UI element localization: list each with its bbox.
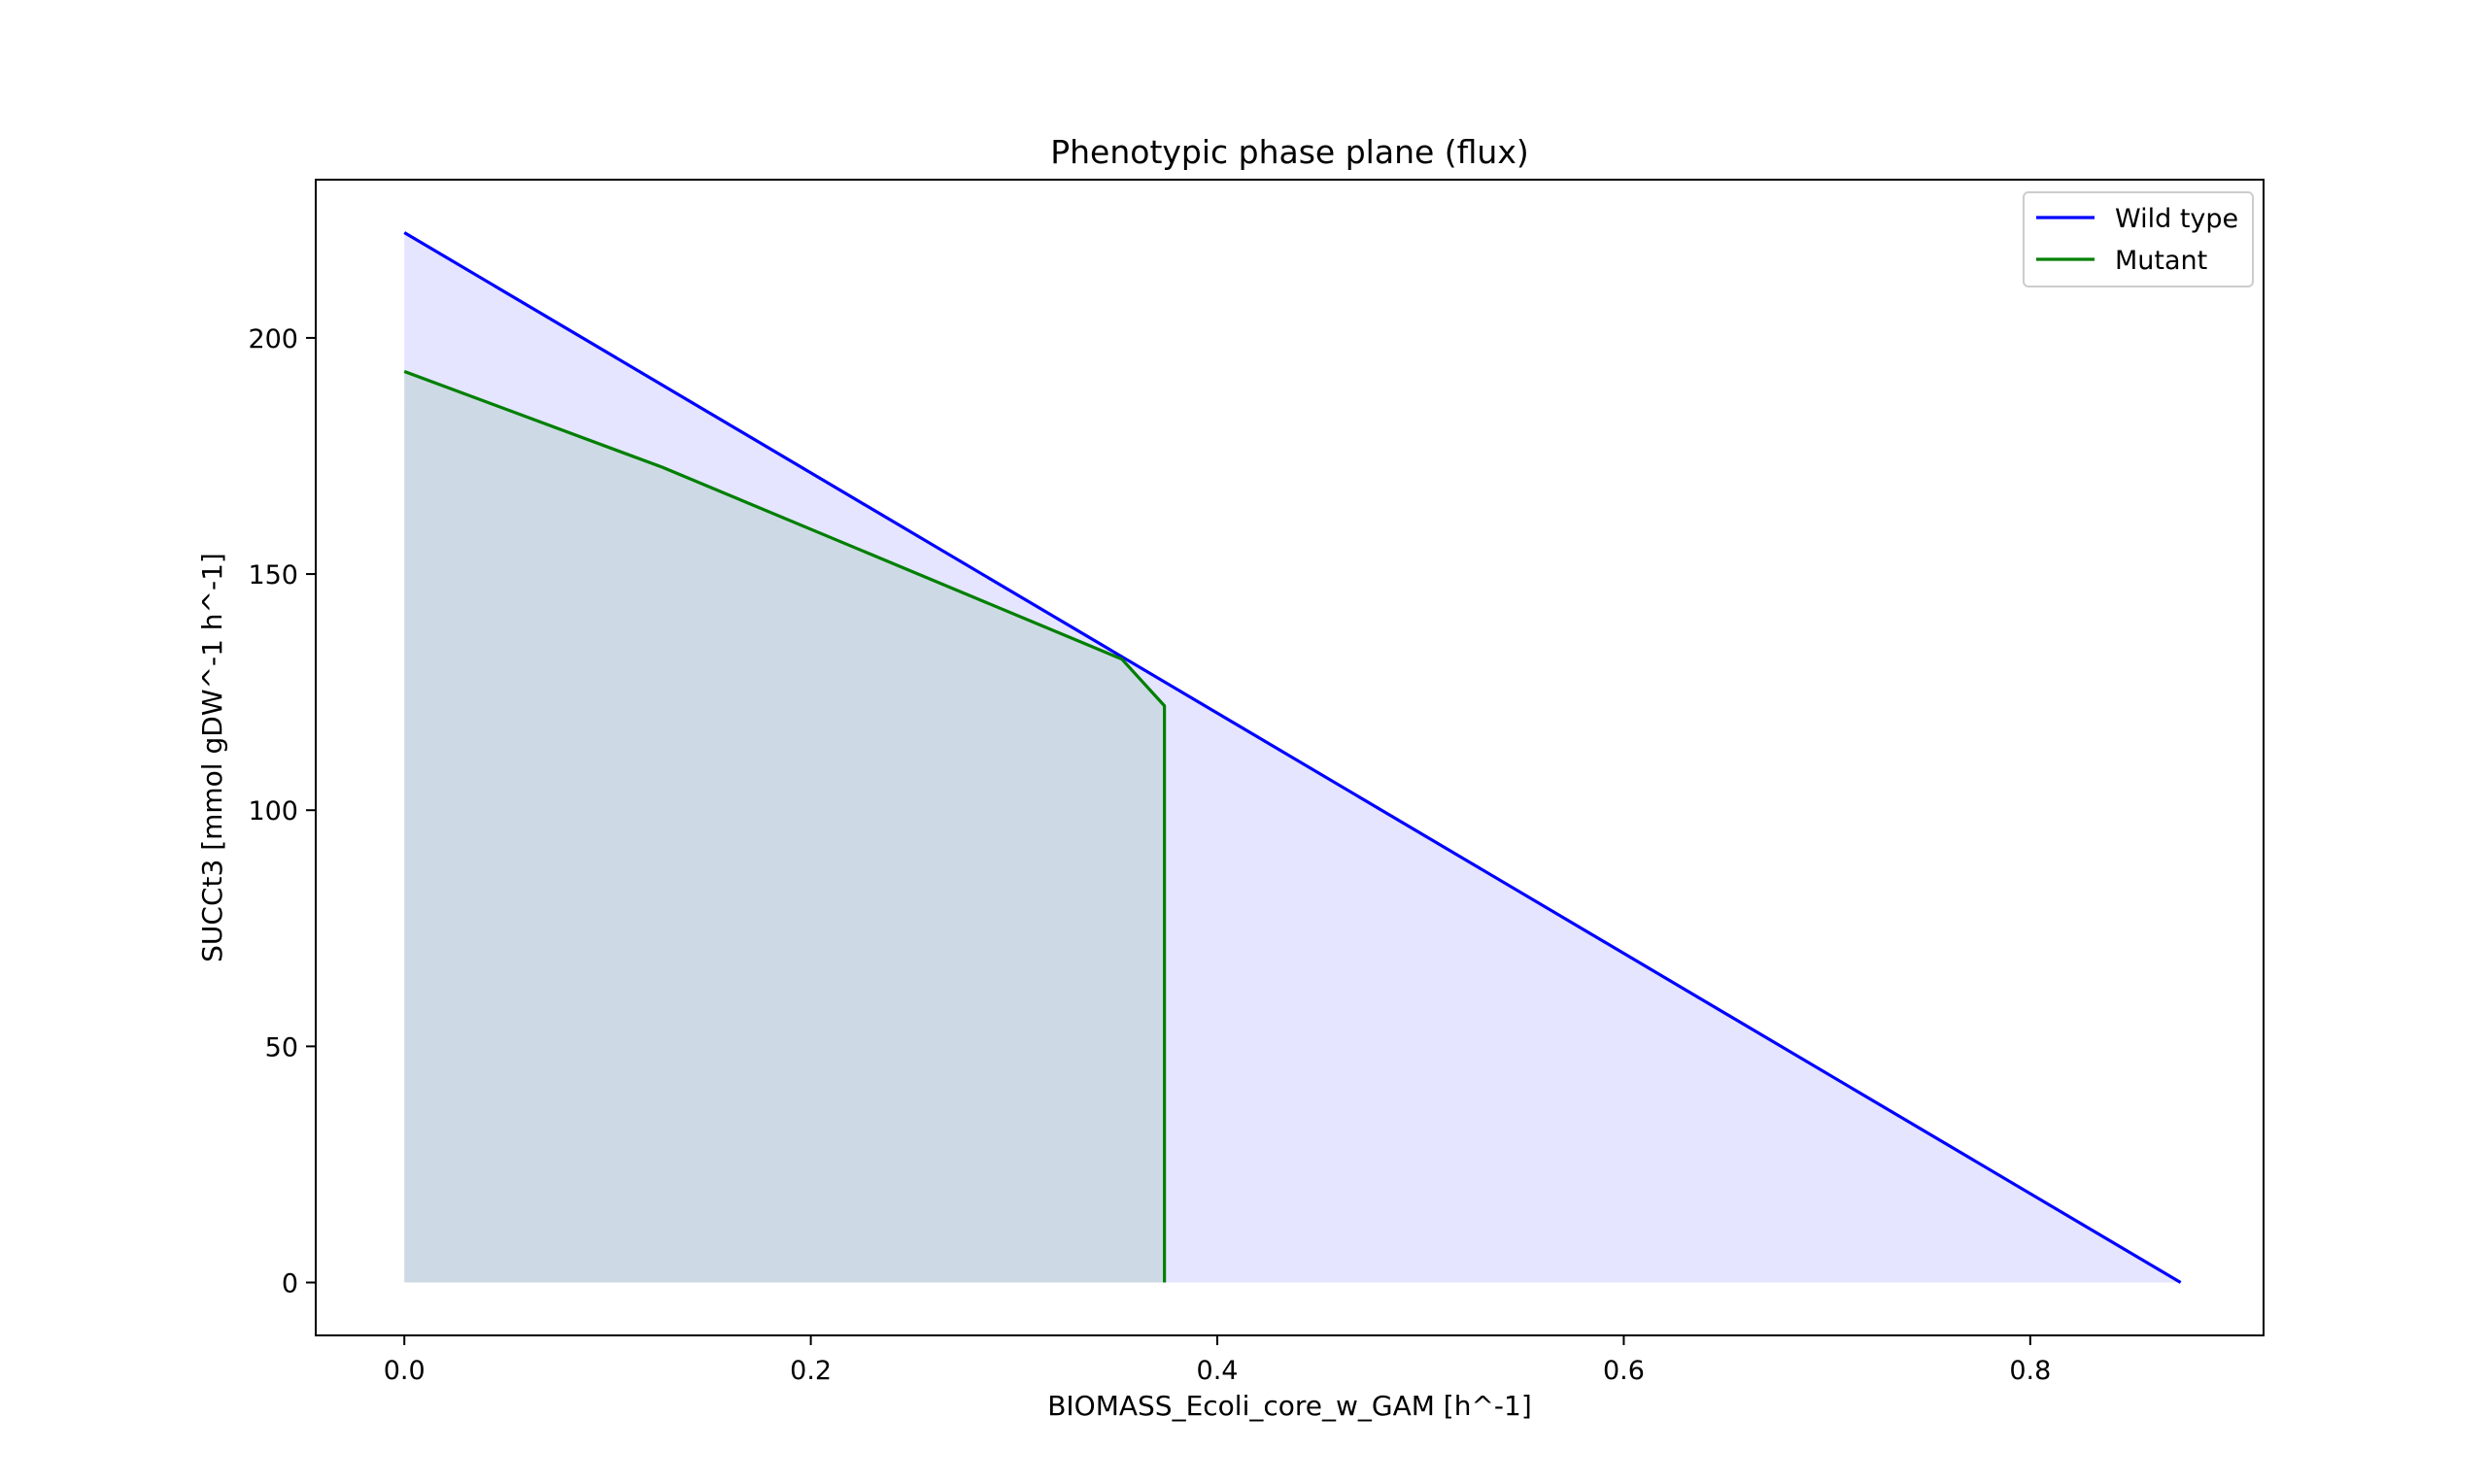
x-axis-label: BIOMASS_Ecoli_core_w_GAM [h^-1] <box>1047 1390 1532 1422</box>
x-tick-label: 0.4 <box>1197 1356 1239 1386</box>
legend-box <box>2023 191 2254 287</box>
legend: Wild type Mutant <box>2023 191 2254 287</box>
line-series-2 <box>403 369 1167 1283</box>
y-tick-label: 50 <box>265 1032 298 1062</box>
x-tick-label: 0.6 <box>1603 1356 1645 1386</box>
chart-title: Phenotypic phase plane (flux) <box>1050 133 1529 171</box>
x-tick-label: 0.8 <box>2009 1356 2051 1386</box>
plot-frame <box>315 179 2265 1336</box>
line-series-1 <box>403 231 2182 1284</box>
y-tick-label: 150 <box>248 560 298 590</box>
y-tick-label: 0 <box>282 1269 298 1299</box>
x-tick-label: 0.0 <box>384 1356 426 1386</box>
series-lines <box>403 231 2182 1284</box>
legend-entry-label: Wild type <box>2115 204 2238 234</box>
legend-entry-label: Mutant <box>2115 246 2207 276</box>
x-axis-ticks: 0.0 0.2 0.4 0.6 0.8 <box>384 1335 2051 1386</box>
y-tick-label: 100 <box>248 796 298 826</box>
y-axis-label: SUCCt3 [mmol gDW^-1 h^-1] <box>196 553 228 962</box>
y-axis-ticks: 0 50 100 150 200 <box>248 324 316 1299</box>
x-tick-label: 0.2 <box>790 1356 832 1386</box>
y-tick-label: 200 <box>248 324 298 354</box>
